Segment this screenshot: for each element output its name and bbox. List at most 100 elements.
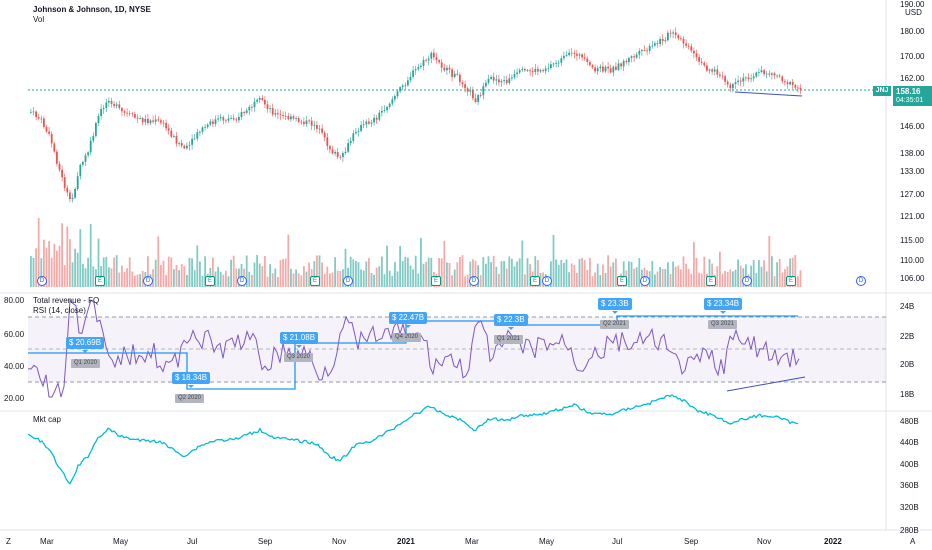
dividend-marker[interactable]: D bbox=[37, 276, 47, 286]
dividend-marker[interactable]: D bbox=[742, 276, 752, 286]
volume-bar bbox=[357, 262, 360, 287]
earnings-marker[interactable]: E bbox=[431, 276, 441, 286]
candle-body bbox=[739, 80, 742, 82]
candle-body bbox=[646, 50, 648, 52]
candle-body bbox=[336, 151, 339, 157]
candle-body bbox=[92, 135, 95, 141]
volume-bar bbox=[193, 270, 196, 287]
candle-body bbox=[781, 76, 784, 82]
price-axis[interactable]: 190.00 180.00 170.00 162.00 146.00 138.0… bbox=[900, 0, 925, 283]
indicator-legend[interactable]: Total revenue - FQ RSI (14, close) bbox=[33, 296, 99, 316]
mktcap-legend[interactable]: Mkt cap bbox=[33, 415, 62, 424]
revenue-label[interactable]: $ 22.47B bbox=[389, 312, 428, 328]
candle-body bbox=[66, 187, 69, 193]
candle-body bbox=[773, 73, 776, 76]
candle-body bbox=[659, 38, 661, 45]
candle-body bbox=[724, 76, 726, 82]
candle-body bbox=[498, 79, 500, 83]
candle-body bbox=[537, 68, 539, 72]
candle-body bbox=[482, 86, 485, 96]
volume-bar bbox=[726, 271, 729, 287]
volume-bar bbox=[404, 256, 407, 287]
candle-body bbox=[635, 54, 638, 58]
candle-body bbox=[420, 65, 422, 68]
market-cap-line bbox=[27, 394, 799, 485]
revenue-label[interactable]: $ 18.34B bbox=[172, 372, 211, 388]
candle-body bbox=[451, 69, 453, 77]
volume-bar bbox=[446, 262, 448, 287]
volume-bar bbox=[342, 269, 344, 287]
candle-body bbox=[503, 79, 505, 81]
candle-body bbox=[222, 117, 225, 121]
time-tick: Nov bbox=[757, 537, 771, 546]
candle-body bbox=[422, 59, 425, 66]
revenue-label[interactable]: $ 23.3B bbox=[598, 298, 632, 314]
volume-bar bbox=[391, 275, 394, 287]
time-axis[interactable]: Z Mar May Jul Sep Nov 2021 Mar May Jul S… bbox=[6, 537, 916, 546]
dividend-marker[interactable]: D bbox=[640, 276, 650, 286]
trend-line-drawing[interactable] bbox=[734, 91, 803, 97]
volume-bar bbox=[438, 257, 440, 287]
candle-body bbox=[729, 84, 732, 89]
candle-body bbox=[550, 64, 552, 69]
candle-body bbox=[552, 63, 555, 65]
dividend-marker[interactable]: D bbox=[343, 276, 353, 286]
last-price: 158.16 bbox=[896, 87, 921, 96]
volume-bar bbox=[721, 273, 724, 287]
earnings-marker[interactable]: E bbox=[706, 276, 716, 286]
candle-body bbox=[732, 84, 734, 89]
candle-body bbox=[529, 70, 531, 72]
dividend-marker[interactable]: D bbox=[542, 276, 552, 286]
symbol-price-tag: JNJ bbox=[873, 86, 891, 96]
mktcap-tick: 400B bbox=[900, 460, 919, 469]
main-legend[interactable]: Johnson & Johnson, 1D, NYSE Vol bbox=[33, 5, 151, 25]
time-tick: 2022 bbox=[824, 537, 842, 546]
volume-bar bbox=[63, 265, 66, 287]
dividend-marker[interactable]: D bbox=[143, 276, 153, 286]
revenue-label[interactable]: $ 23.34B bbox=[704, 298, 743, 314]
candle-body bbox=[264, 99, 266, 105]
mktcap-axis[interactable]: 480B 440B 400B 360B 320B 280B bbox=[900, 417, 919, 535]
volume-bar bbox=[383, 274, 386, 287]
indicator-axis[interactable]: 80.00 60.00 40.00 20.00 24B 22B 20B 18B bbox=[4, 296, 914, 403]
candle-body bbox=[771, 73, 773, 75]
volume-bar bbox=[409, 265, 412, 287]
revenue-label[interactable]: $ 20.69B bbox=[66, 337, 105, 353]
dividend-marker[interactable]: D bbox=[237, 276, 247, 286]
volume-bar bbox=[30, 256, 32, 287]
volume-bar bbox=[776, 262, 778, 287]
quarter-label: Q1 2020 bbox=[71, 359, 101, 368]
rsi-trend-line-drawing[interactable] bbox=[726, 376, 806, 392]
volume-bar bbox=[503, 260, 505, 287]
revenue-label[interactable]: $ 21.08B bbox=[280, 332, 319, 348]
candle-body bbox=[544, 68, 547, 72]
candle-body bbox=[789, 81, 791, 85]
candle-body bbox=[531, 71, 534, 73]
earnings-marker[interactable]: E bbox=[95, 276, 105, 286]
price-tick: 162.00 bbox=[900, 74, 925, 83]
earnings-marker[interactable]: E bbox=[786, 276, 796, 286]
earnings-marker[interactable]: E bbox=[530, 276, 540, 286]
candle-body bbox=[643, 50, 646, 51]
volume-bar bbox=[365, 261, 368, 287]
quarter-label: Q2 2021 bbox=[600, 320, 630, 329]
candle-body bbox=[186, 145, 188, 149]
candle-body bbox=[719, 74, 721, 76]
dividend-marker[interactable]: D bbox=[469, 276, 479, 286]
volume-bar bbox=[360, 269, 362, 287]
earnings-marker[interactable]: E bbox=[205, 276, 215, 286]
earnings-marker[interactable]: E bbox=[617, 276, 627, 286]
dividend-marker[interactable]: D bbox=[856, 276, 866, 286]
volume-bar bbox=[594, 272, 596, 287]
candle-body bbox=[43, 118, 45, 128]
candle-body bbox=[232, 118, 235, 120]
candle-body bbox=[212, 121, 214, 124]
candle-body bbox=[170, 130, 173, 137]
candle-body bbox=[768, 73, 771, 75]
earnings-marker[interactable]: E bbox=[310, 276, 320, 286]
volume-bar bbox=[724, 270, 726, 287]
revenue-label[interactable]: $ 22.3B bbox=[494, 314, 528, 330]
rsi-tick: 60.00 bbox=[4, 330, 25, 339]
volume-bar bbox=[482, 257, 485, 287]
